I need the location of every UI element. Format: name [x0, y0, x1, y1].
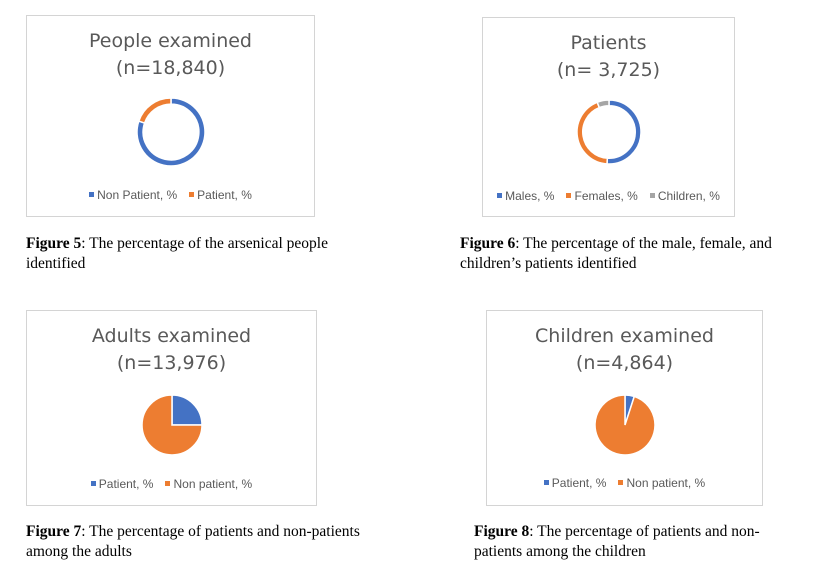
chart-legend: Patient, % Non patient, % — [27, 477, 316, 491]
legend-label: Females, % — [574, 189, 638, 203]
chart-subtitle: (n= 3,725) — [556, 59, 661, 81]
figure-caption-text: : The percentage of the male, female, an… — [460, 235, 772, 272]
chart-subtitle: (n=13,976) — [116, 352, 227, 374]
figure-caption-7: Figure 7: The percentage of patients and… — [26, 522, 396, 562]
chart-panel-adults-examined: Adults examined (n=13,976) Patient, % Non… — [26, 310, 317, 506]
legend-swatch — [189, 192, 195, 198]
legend-item-children: Children, % — [649, 189, 720, 203]
legend-label: Males, % — [505, 189, 555, 203]
legend-item-patient: Patient, % — [543, 476, 607, 490]
legend-item-non-patient: Non patient, % — [165, 477, 252, 491]
legend-item-males: Males, % — [497, 189, 554, 203]
chart-panel-children-examined: Children examined (n=4,864) Patient, % No… — [486, 310, 763, 506]
slice-patient — [137, 97, 172, 125]
slice-non-patient — [593, 394, 656, 456]
slice-patient — [170, 394, 203, 426]
chart-title-block: Adults examined (n=13,976) — [27, 323, 316, 377]
legend-item-non-patient: Non patient, % — [618, 476, 705, 490]
figure-label: Figure 7 — [26, 523, 82, 540]
slice-children — [595, 99, 610, 109]
legend-swatch — [165, 481, 171, 487]
figure-caption-text: : The percentage of patients and non-pat… — [26, 523, 360, 560]
figure-caption-5: Figure 5: The percentage of the arsenica… — [26, 234, 386, 274]
slice-non-patient — [140, 394, 203, 456]
pie-chart-adults-examined — [140, 394, 203, 456]
slice-females — [575, 101, 608, 165]
figure-caption-text: : The percentage of the arsenical people… — [26, 235, 328, 272]
legend-label: Children, % — [657, 189, 720, 203]
chart-title: Adults examined — [91, 325, 252, 347]
legend-label: Non patient, % — [173, 477, 253, 491]
chart-legend: Patient, % Non patient, % — [487, 476, 762, 490]
figure-label: Figure 6 — [460, 235, 516, 252]
chart-panel-people-examined: People examined (n=18,840) Non Patient, … — [26, 15, 315, 217]
chart-title: Patients — [570, 32, 647, 54]
legend-item-non-patient: Non Patient, % — [89, 188, 177, 202]
legend-swatch — [90, 481, 96, 487]
legend-item-females: Females, % — [566, 189, 638, 203]
chart-title-block: People examined (n=18,840) — [27, 28, 314, 82]
legend-swatch — [543, 480, 549, 486]
chart-subtitle: (n=4,864) — [575, 352, 674, 374]
figure-label: Figure 8 — [474, 523, 530, 540]
legend-label: Non patient, % — [626, 476, 706, 490]
chart-legend: Non Patient, % Patient, % — [27, 188, 314, 202]
legend-swatch — [566, 193, 572, 199]
chart-title-block: Children examined (n=4,864) — [487, 323, 762, 377]
chart-title: People examined — [89, 30, 252, 52]
chart-subtitle: (n=18,840) — [115, 57, 226, 79]
legend-item-patient: Patient, % — [90, 477, 154, 491]
legend-label: Patient, % — [197, 188, 252, 202]
legend-swatch — [497, 193, 503, 199]
figure-caption-8: Figure 8: The percentage of patients and… — [474, 522, 804, 562]
legend-swatch — [649, 193, 655, 199]
figure-caption-6: Figure 6: The percentage of the male, fe… — [460, 234, 810, 274]
legend-item-patient: Patient, % — [189, 188, 252, 202]
legend-swatch — [618, 480, 624, 486]
donut-chart-people-examined — [135, 97, 206, 167]
chart-title-block: Patients (n= 3,725) — [483, 30, 734, 84]
chart-panel-patients: Patients (n= 3,725) Males, % Females, % Ch… — [482, 17, 735, 217]
figure-label: Figure 5 — [26, 235, 82, 252]
donut-chart-patients — [575, 99, 642, 165]
figure-caption-text: : The percentage of patients and non-pat… — [474, 523, 760, 560]
legend-label: Non Patient, % — [97, 188, 178, 202]
legend-label: Patient, % — [98, 477, 154, 491]
pie-chart-children-examined — [593, 394, 656, 456]
legend-swatch — [89, 192, 95, 198]
legend-label: Patient, % — [551, 476, 607, 490]
chart-title: Children examined — [535, 325, 714, 347]
chart-legend: Males, % Females, % Children, % — [483, 189, 734, 203]
slice-males — [605, 99, 642, 165]
